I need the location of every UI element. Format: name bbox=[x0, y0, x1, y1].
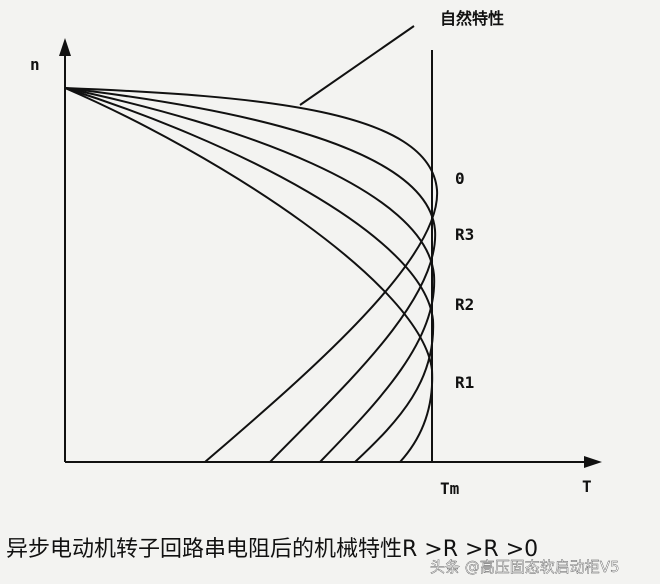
natural-label: 自然特性 bbox=[440, 9, 504, 28]
watermark: 头条 @高压固态软启动柜V5 bbox=[430, 558, 620, 576]
curve-r2 bbox=[64, 87, 435, 463]
curve-0 bbox=[64, 87, 437, 463]
leader-line bbox=[299, 25, 415, 106]
curve-natural bbox=[64, 87, 439, 463]
tm-label: Tm bbox=[440, 479, 460, 498]
x-arrow bbox=[584, 456, 602, 468]
curve-r3 bbox=[64, 87, 436, 463]
curve-label: R3 bbox=[455, 225, 474, 244]
y-arrow bbox=[59, 38, 71, 56]
curves bbox=[64, 87, 439, 463]
curve-r1 bbox=[64, 87, 434, 463]
caption: 异步电动机转子回路串电阻后的机械特性R >R >R >0 bbox=[6, 537, 538, 562]
curve-label: R2 bbox=[455, 295, 474, 314]
curve-label: R1 bbox=[455, 373, 474, 392]
y-axis-label: n bbox=[30, 55, 40, 74]
curve-label: 0 bbox=[455, 169, 465, 188]
x-axis-label: T bbox=[582, 477, 592, 496]
